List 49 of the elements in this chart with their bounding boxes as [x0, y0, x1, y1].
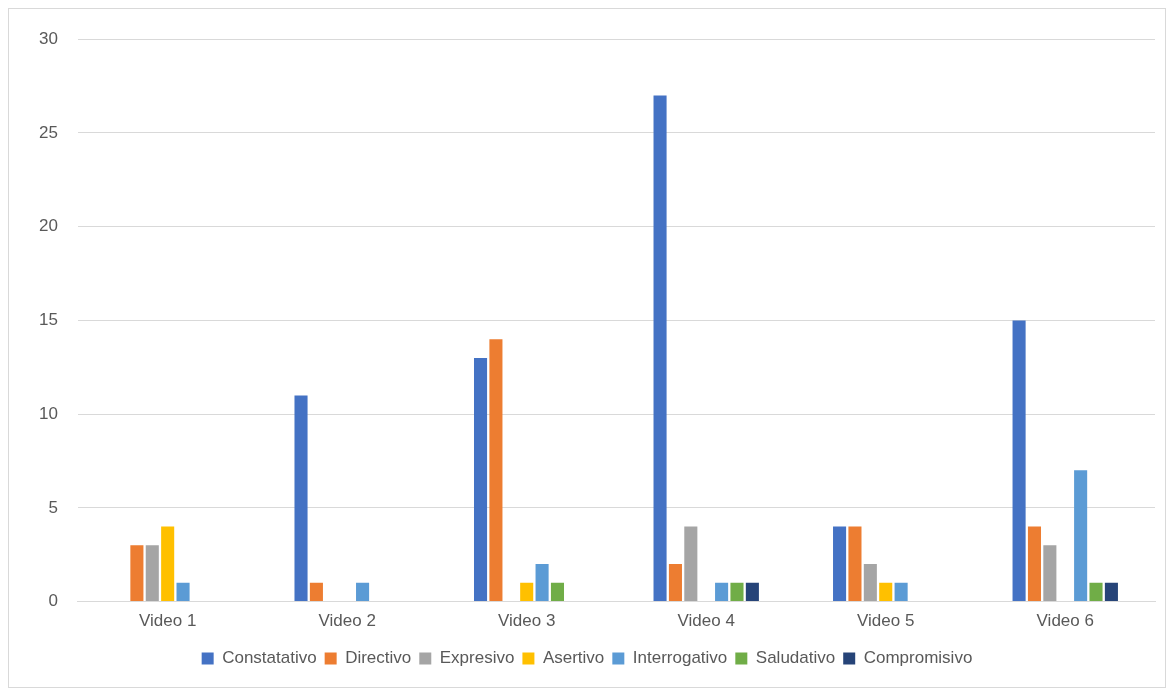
bar: [550, 582, 565, 602]
bar: [730, 582, 744, 602]
legend-label: Interrogativo: [632, 648, 728, 668]
bar: [1074, 470, 1088, 602]
legend-label: Expresivo: [439, 648, 515, 668]
y-tick-label: 30: [38, 28, 58, 48]
bar: [1012, 320, 1026, 602]
bar: [535, 564, 549, 602]
legend-label: Asertivo: [542, 648, 605, 668]
bar: [474, 357, 488, 602]
y-tick-label: 5: [48, 497, 58, 517]
y-tick-label: 15: [38, 310, 58, 330]
legend-label: Directivo: [345, 648, 412, 668]
bar: [489, 339, 503, 602]
bar: [715, 582, 729, 602]
legend-label: Saludativo: [755, 648, 836, 668]
bar: [863, 564, 877, 602]
x-tick-label: Video 5: [857, 611, 915, 631]
legend-label: Compromisivo: [863, 648, 973, 668]
x-tick-label: Video 4: [677, 611, 735, 631]
bar: [668, 564, 682, 602]
bar: [145, 545, 159, 602]
bar: [1104, 582, 1118, 602]
bar: [1043, 545, 1057, 602]
bar: [294, 395, 308, 602]
bar: [356, 582, 370, 602]
x-tick-label: Video 3: [498, 611, 556, 631]
bar: [833, 526, 847, 602]
bar: [745, 582, 759, 602]
x-tick-label: Video 2: [318, 611, 376, 631]
bar: [1027, 526, 1042, 602]
bar: [653, 95, 667, 602]
bar: [848, 526, 862, 602]
y-tick-label: 0: [48, 591, 58, 611]
bar: [520, 582, 534, 602]
x-tick-label: Video 6: [1036, 611, 1094, 631]
x-tick-label: Video 1: [138, 611, 197, 631]
legend-label: Constatativo: [222, 648, 317, 668]
bar: [176, 582, 190, 602]
bar: [309, 582, 323, 602]
bar: [130, 545, 144, 602]
y-tick-label: 25: [38, 122, 58, 142]
bar: [894, 582, 908, 602]
bar: [161, 526, 175, 602]
bar: [879, 582, 893, 602]
y-tick-label: 20: [38, 216, 58, 236]
bar: [684, 526, 698, 602]
y-tick-label: 10: [38, 403, 58, 423]
bar: [1089, 582, 1103, 602]
